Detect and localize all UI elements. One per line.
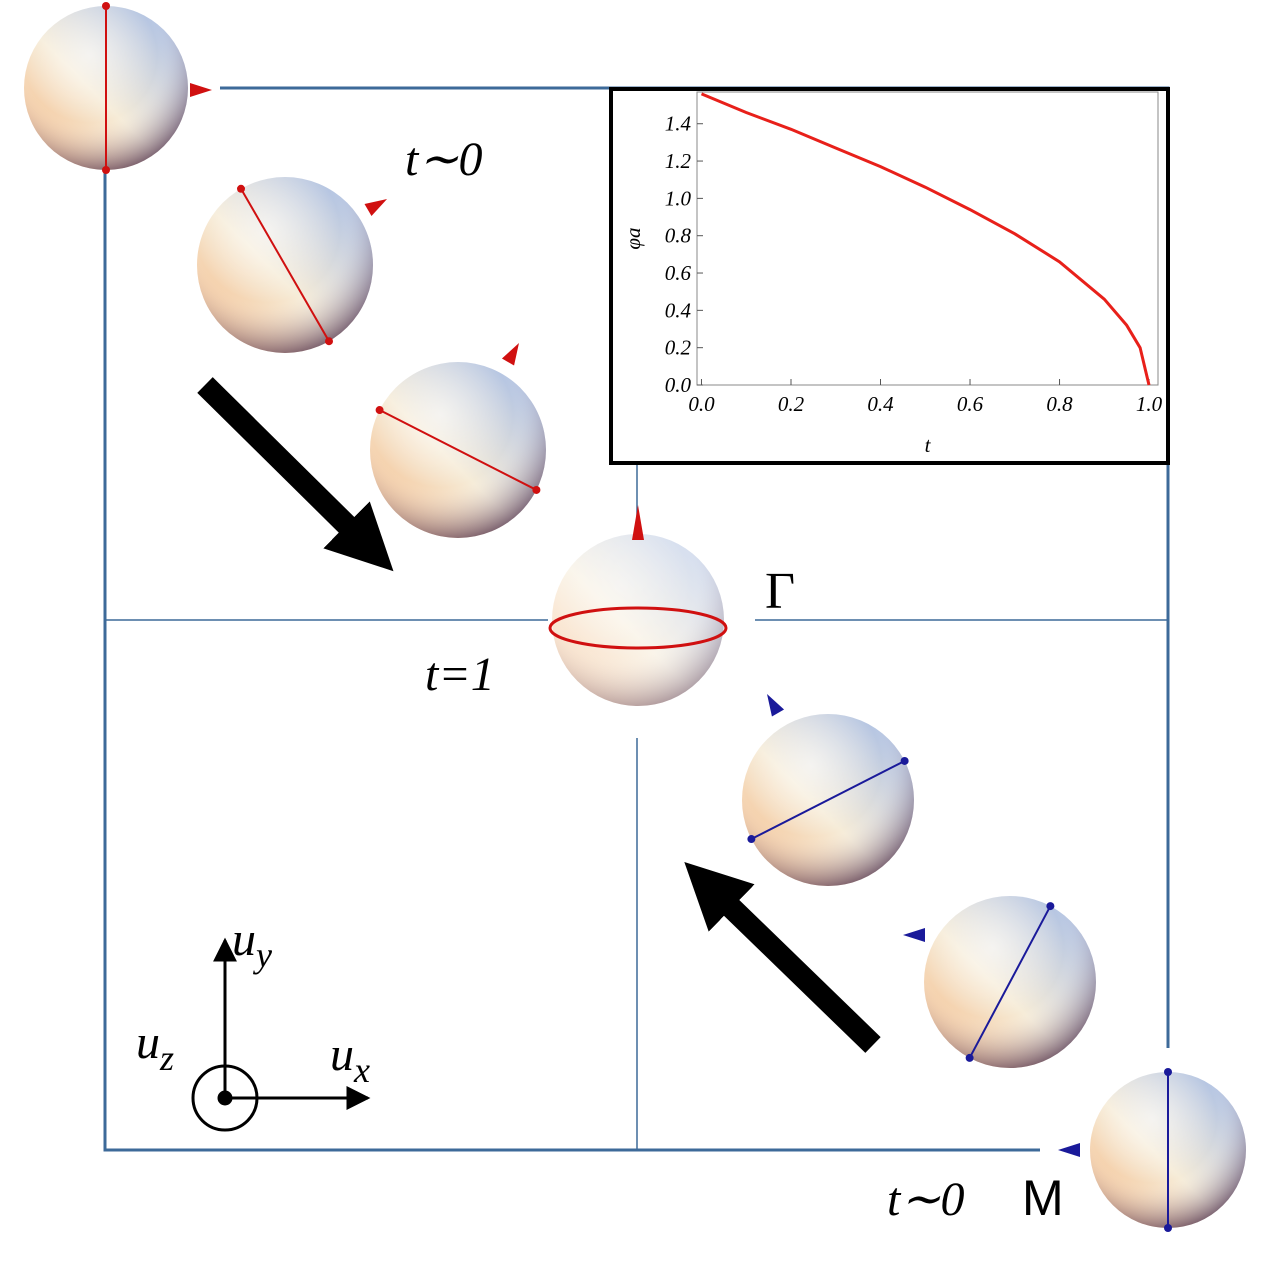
y-tick-label: 1.4 [665, 112, 692, 136]
sphere [548, 505, 728, 706]
y-tick-label: 0.4 [665, 298, 692, 322]
x-tick-label: 0.0 [688, 392, 715, 416]
spin-arrow [632, 505, 644, 540]
spin-dot [965, 1053, 974, 1062]
label: t=1 [425, 648, 495, 701]
spin-dot [900, 756, 909, 765]
spin-path [750, 760, 906, 840]
spin-dot [375, 406, 384, 415]
axis-symbol-label: uy [232, 913, 272, 975]
axis-symbol-label: uz [136, 1016, 174, 1078]
spin-dot [102, 166, 110, 174]
y-tick-label: 0.6 [665, 261, 692, 285]
sphere [370, 342, 546, 538]
x-tick-label: 1.0 [1136, 392, 1163, 416]
spin-dot [1164, 1068, 1172, 1076]
x-tick-label: 0.4 [867, 392, 894, 416]
axes-symbol [191, 937, 371, 1132]
axis-symbol-label: ux [330, 1028, 370, 1090]
spin-ring [548, 606, 728, 650]
label: t∼0 [887, 1173, 965, 1226]
spin-dot [325, 337, 333, 346]
x-tick-label: 0.6 [957, 392, 984, 416]
inset-frame [609, 87, 1170, 465]
spin-dot [747, 835, 756, 844]
spin-arrow [903, 928, 925, 942]
spin-arrow [767, 693, 785, 717]
spheres [24, 2, 1246, 1232]
x-tick-label: 0.8 [1046, 392, 1073, 416]
spin-path [968, 905, 1052, 1059]
spin-arrow [190, 83, 212, 97]
x-axis-label: t [925, 433, 932, 457]
spin-arrow [1058, 1143, 1080, 1157]
sphere [903, 896, 1096, 1068]
plot-frame [696, 91, 1159, 386]
spin-dot [532, 485, 541, 494]
spin-dot [1046, 902, 1055, 911]
arrow [684, 862, 881, 1053]
spin-dot [102, 2, 110, 10]
sphere-shade [552, 534, 724, 706]
y-tick-label: 0.8 [665, 224, 692, 248]
spin-dot [237, 184, 245, 193]
spin-path [240, 188, 330, 342]
y-tick-label: 1.2 [665, 149, 692, 173]
label: M [1022, 1170, 1064, 1226]
sphere [197, 177, 388, 353]
spin-arrow [501, 342, 519, 366]
sphere [742, 693, 914, 886]
data-line [700, 92, 1151, 386]
label: t∼0 [405, 133, 483, 186]
spin-path [379, 409, 537, 491]
y-tick-label: 1.0 [665, 186, 692, 210]
x-tick-label: 0.2 [778, 392, 805, 416]
spin-dot [1164, 1224, 1172, 1232]
sphere [1058, 1068, 1246, 1232]
inset-chart: 0.0 0.2 0.4 0.6 0.8 1.0 1.2 1.4 0.0 0.2 0.4 0.6 0.8 1… [609, 87, 1170, 465]
sphere [24, 2, 212, 174]
y-axis-label: φa [621, 227, 645, 249]
y-tick-label: 0.2 [665, 336, 692, 360]
y-tick-label: 0.0 [665, 373, 692, 397]
spin-arrow [364, 199, 388, 217]
label: Γ [765, 563, 795, 620]
arrow [197, 377, 394, 572]
